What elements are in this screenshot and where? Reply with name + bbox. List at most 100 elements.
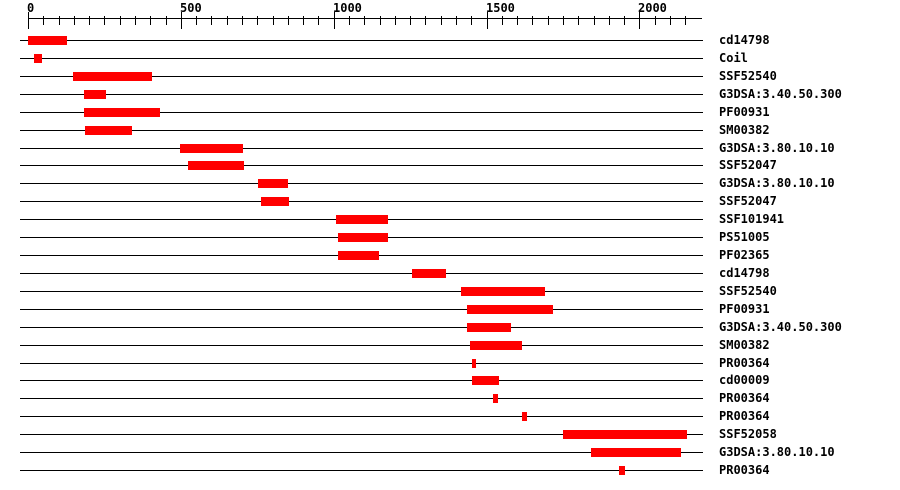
feature-bar: [34, 54, 42, 63]
feature-bar: [563, 430, 687, 439]
track-line: [20, 452, 703, 453]
track-label: G3DSA:3.40.50.300: [719, 320, 842, 334]
axis-minor-tick: [532, 16, 533, 25]
track-line: [20, 345, 703, 346]
axis-minor-tick: [425, 16, 426, 25]
track-line: [20, 148, 703, 149]
feature-bar: [412, 269, 446, 278]
axis-minor-tick: [594, 16, 595, 25]
feature-bar: [493, 394, 498, 403]
axis-minor-tick: [349, 16, 350, 25]
track-label: PS51005: [719, 230, 770, 244]
axis-minor-tick: [364, 16, 365, 25]
axis-major-tick: [181, 12, 182, 29]
track-label: G3DSA:3.40.50.300: [719, 87, 842, 101]
track-label: cd00009: [719, 373, 770, 387]
feature-bar: [467, 323, 511, 332]
feature-bar: [472, 376, 499, 385]
axis-minor-tick: [471, 16, 472, 25]
track-label: PR00364: [719, 356, 770, 370]
axis-major-tick: [28, 12, 29, 29]
track-label: SSF52058: [719, 427, 777, 441]
track-line: [20, 416, 703, 417]
axis-tick-label: 1500: [486, 1, 515, 15]
track-label: Coil: [719, 51, 748, 65]
axis-minor-tick: [166, 16, 167, 25]
feature-bar: [85, 126, 132, 135]
track-label: PF00931: [719, 302, 770, 316]
axis-minor-tick: [150, 16, 151, 25]
axis-minor-tick: [59, 16, 60, 25]
feature-bar: [461, 287, 545, 296]
track-label: SSF52047: [719, 194, 777, 208]
track-line: [20, 309, 703, 310]
track-label: PF00931: [719, 105, 770, 119]
track-label: PR00364: [719, 463, 770, 477]
feature-bar: [188, 161, 244, 170]
track-line: [20, 327, 703, 328]
feature-bar: [472, 359, 476, 368]
axis-minor-tick: [410, 16, 411, 25]
axis-minor-tick: [441, 16, 442, 25]
axis-minor-tick: [670, 16, 671, 25]
axis-minor-tick: [242, 16, 243, 25]
axis-minor-tick: [395, 16, 396, 25]
track-line: [20, 183, 703, 184]
axis-minor-tick: [288, 16, 289, 25]
feature-bar: [73, 72, 152, 81]
feature-bar: [619, 466, 625, 475]
axis-minor-tick: [517, 16, 518, 25]
axis-minor-tick: [502, 16, 503, 25]
axis-tick-label: 2000: [638, 1, 667, 15]
track-line: [20, 398, 703, 399]
axis-baseline: [28, 18, 702, 19]
axis-minor-tick: [380, 16, 381, 25]
feature-bar: [591, 448, 681, 457]
track-line: [20, 201, 703, 202]
axis-minor-tick: [273, 16, 274, 25]
track-label: SSF52540: [719, 284, 777, 298]
axis-minor-tick: [548, 16, 549, 25]
axis-major-tick: [639, 12, 640, 29]
track-line: [20, 470, 703, 471]
track-line: [20, 94, 703, 95]
track-label: PF02365: [719, 248, 770, 262]
track-line: [20, 112, 703, 113]
track-label: SM00382: [719, 338, 770, 352]
feature-bar: [261, 197, 289, 206]
feature-bar: [338, 233, 388, 242]
axis-minor-tick: [609, 16, 610, 25]
track-label: SSF101941: [719, 212, 785, 226]
axis-minor-tick: [43, 16, 44, 25]
axis-minor-tick: [211, 16, 212, 25]
track-line: [20, 76, 703, 77]
track-label: SSF52540: [719, 69, 777, 83]
feature-bar: [180, 144, 243, 153]
track-label: G3DSA:3.80.10.10: [719, 141, 835, 155]
track-label: PR00364: [719, 391, 770, 405]
axis-minor-tick: [227, 16, 228, 25]
axis-minor-tick: [563, 16, 564, 25]
feature-bar: [258, 179, 288, 188]
feature-bar: [522, 412, 527, 421]
track-line: [20, 40, 703, 41]
feature-bar: [467, 305, 553, 314]
feature-bar: [28, 36, 67, 45]
feature-bar: [84, 108, 160, 117]
track-label: G3DSA:3.80.10.10: [719, 176, 835, 190]
track-label: PR00364: [719, 409, 770, 423]
track-line: [20, 434, 703, 435]
feature-bar: [336, 215, 388, 224]
track-line: [20, 380, 703, 381]
track-line: [20, 130, 703, 131]
track-label: SSF52047: [719, 158, 777, 172]
axis-major-tick: [487, 12, 488, 29]
axis-minor-tick: [685, 16, 686, 25]
track-line: [20, 363, 703, 364]
track-label: cd14798: [719, 33, 770, 47]
track-line: [20, 58, 703, 59]
axis-minor-tick: [104, 16, 105, 25]
track-line: [20, 273, 703, 274]
axis-minor-tick: [624, 16, 625, 25]
